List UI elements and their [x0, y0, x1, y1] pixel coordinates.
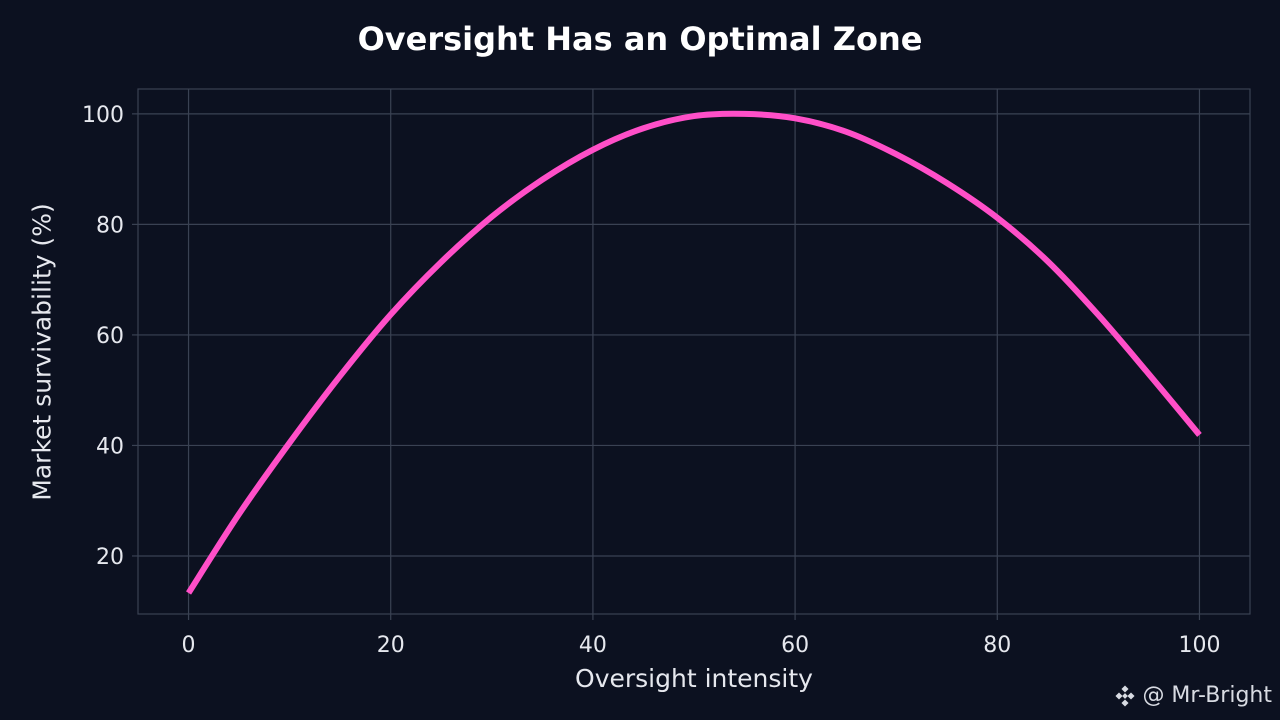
y-tick-label-40: 40 — [96, 434, 124, 459]
diamond-logo-icon — [1114, 684, 1136, 707]
y-tick-label-20: 20 — [96, 545, 124, 570]
y-tick-label-60: 60 — [96, 324, 124, 349]
x-tick-label-40: 40 — [579, 633, 607, 658]
x-tick-label-0: 0 — [182, 633, 196, 658]
y-tick-label-80: 80 — [96, 213, 124, 238]
tick-layer: 0 20 40 60 80 100 20 40 60 80 100 — [82, 103, 1220, 658]
y-tick-label-100: 100 — [82, 103, 124, 128]
plot-frame — [137, 88, 1251, 615]
x-tick-label-60: 60 — [781, 633, 809, 658]
series-line-0 — [186, 110, 1202, 595]
x-tick-label-100: 100 — [1178, 633, 1220, 658]
grid-layer — [138, 89, 1250, 614]
chart-title: Oversight Has an Optimal Zone — [357, 20, 923, 58]
series-layer — [186, 110, 1202, 595]
x-axis-label: Oversight intensity — [575, 664, 813, 693]
watermark-text: @ Mr-Bright — [1142, 683, 1272, 708]
y-axis-label: Market survivability (%) — [27, 203, 57, 501]
x-tick-label-80: 80 — [983, 633, 1011, 658]
x-tick-label-20: 20 — [377, 633, 405, 658]
watermark: @ Mr-Bright — [1114, 683, 1272, 708]
